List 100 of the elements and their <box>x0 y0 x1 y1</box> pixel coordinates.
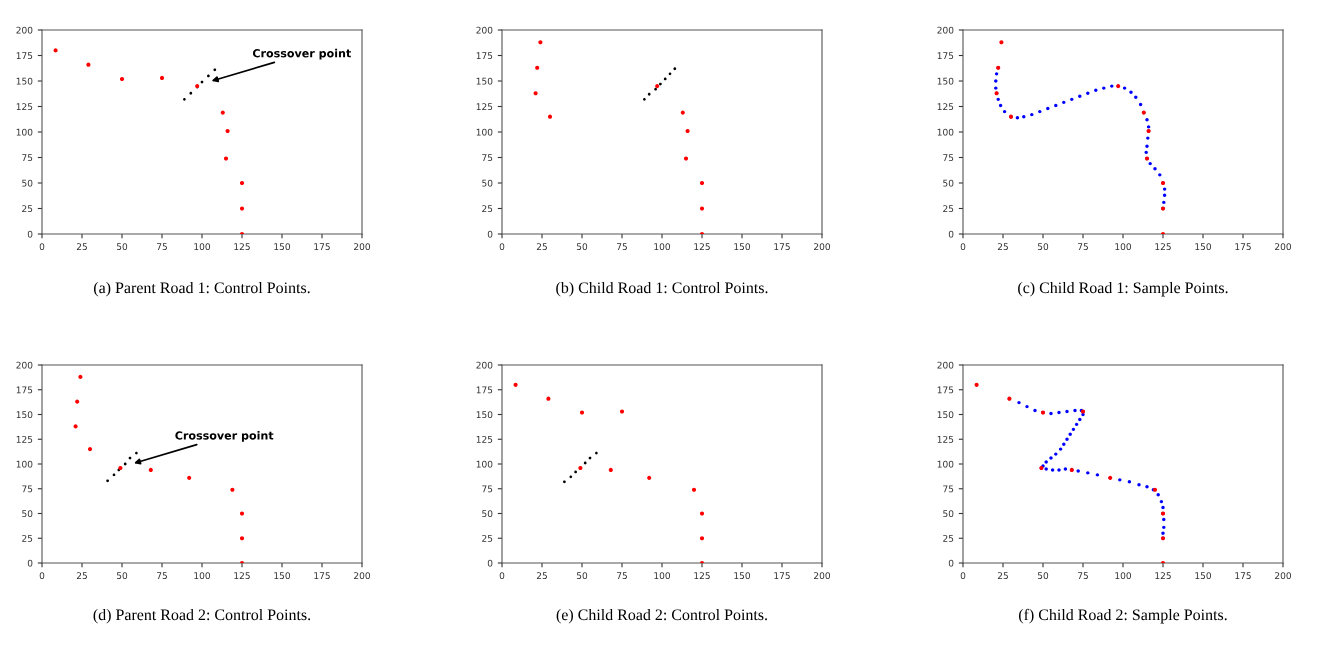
x-tick-label: 100 <box>194 243 211 251</box>
y-tick-label: 0 <box>487 559 493 567</box>
point <box>538 40 543 45</box>
point <box>207 74 210 78</box>
point <box>1122 86 1127 90</box>
point <box>1057 468 1061 472</box>
y-tick-label: 50 <box>22 179 33 187</box>
y-tick-label: 25 <box>943 205 954 213</box>
point <box>1076 469 1080 473</box>
x-tick-label: 175 <box>314 572 330 580</box>
x-tick-label: 100 <box>654 572 671 580</box>
x-tick-label: 0 <box>960 572 966 580</box>
x-tick-label: 150 <box>1195 572 1212 580</box>
point <box>159 75 165 81</box>
y-tick-label: 150 <box>937 77 954 85</box>
y-tick-label: 100 <box>937 128 954 136</box>
x-tick-label: 0 <box>499 243 505 251</box>
x-tick-label: 100 <box>1115 572 1132 580</box>
y-tick-label: 200 <box>476 26 493 34</box>
x-tick-label: 200 <box>814 243 831 251</box>
point <box>1002 109 1007 114</box>
y-tick-label: 100 <box>476 460 493 468</box>
x-tick-label: 175 <box>314 243 330 251</box>
point <box>1095 473 1100 477</box>
y-tick-label: 200 <box>16 26 33 34</box>
text: (c) Child Road 1: Sample Points. <box>1018 281 1228 297</box>
x-tick-label: 150 <box>1195 243 1212 251</box>
x-tick-label: 200 <box>354 243 371 251</box>
x-tick-label: 75 <box>617 243 627 251</box>
point <box>994 79 998 83</box>
text: (a) Parent Road 1: Control Points. <box>94 281 310 297</box>
x-tick-label: 175 <box>1235 243 1251 251</box>
point <box>213 68 217 72</box>
point <box>691 487 697 492</box>
point <box>680 110 685 115</box>
point <box>148 467 153 473</box>
y-tick-label: 50 <box>943 510 954 518</box>
x-tick-label: 75 <box>157 243 167 251</box>
point <box>994 72 999 76</box>
x-tick-label: 50 <box>576 243 588 251</box>
y-tick-label: 175 <box>476 52 493 60</box>
point <box>1162 517 1166 522</box>
y-tick-label: 25 <box>482 534 493 542</box>
point <box>513 382 518 387</box>
point <box>1162 193 1167 197</box>
y-tick-label: 100 <box>16 460 33 468</box>
point <box>75 399 80 404</box>
x-tick-label: 175 <box>774 243 790 251</box>
point <box>1054 452 1058 456</box>
point <box>225 128 230 134</box>
point <box>187 475 192 480</box>
y-tick-label: 0 <box>487 230 493 238</box>
y-tick-label: 200 <box>937 26 954 34</box>
point <box>1015 116 1020 120</box>
y-tick-label: 175 <box>16 386 33 394</box>
x-tick-label: 0 <box>39 243 45 251</box>
y-tick-label: 75 <box>482 154 493 162</box>
y-tick-label: 50 <box>943 179 954 187</box>
point <box>999 40 1004 45</box>
point <box>574 470 577 474</box>
x-tick-label: 125 <box>1155 572 1171 580</box>
point <box>106 479 109 483</box>
point <box>608 467 613 473</box>
y-tick-label: 175 <box>937 52 954 60</box>
y-tick-label: 175 <box>476 386 493 394</box>
point <box>647 92 651 96</box>
y-tick-label: 200 <box>476 361 493 369</box>
point <box>1044 460 1048 464</box>
y-tick-label: 150 <box>16 411 33 419</box>
y-tick-label: 125 <box>937 103 954 111</box>
y-tick-label: 100 <box>937 460 954 468</box>
point <box>1110 84 1114 88</box>
point <box>1078 417 1082 422</box>
point <box>998 103 1003 108</box>
x-tick-label: 75 <box>1078 243 1088 251</box>
point <box>1046 106 1050 111</box>
y-tick-label: 125 <box>476 435 493 443</box>
point <box>1054 103 1058 108</box>
point <box>595 451 598 455</box>
point <box>619 409 625 414</box>
x-tick-label: 125 <box>234 243 250 251</box>
y-tick-label: 25 <box>22 205 33 213</box>
text: (e) Child Road 2: Control Points. <box>556 608 767 624</box>
x-tick-label: 100 <box>654 243 671 251</box>
point <box>1138 102 1143 107</box>
y-tick-label: 100 <box>476 128 493 136</box>
point <box>1145 144 1149 148</box>
x-tick-label: 150 <box>274 243 291 251</box>
point <box>1146 125 1151 129</box>
y-tick-label: 75 <box>22 485 33 493</box>
x-tick-label: 25 <box>536 572 547 580</box>
x-tick-label: 125 <box>234 572 250 580</box>
x-tick-label: 200 <box>354 572 371 580</box>
x-tick-label: 50 <box>116 243 128 251</box>
y-tick-label: 0 <box>948 230 954 238</box>
point <box>87 447 93 452</box>
x-tick-label: 25 <box>997 243 1008 251</box>
y-tick-label: 75 <box>943 485 954 493</box>
point <box>1071 427 1076 432</box>
x-tick-label: 175 <box>1235 572 1251 580</box>
